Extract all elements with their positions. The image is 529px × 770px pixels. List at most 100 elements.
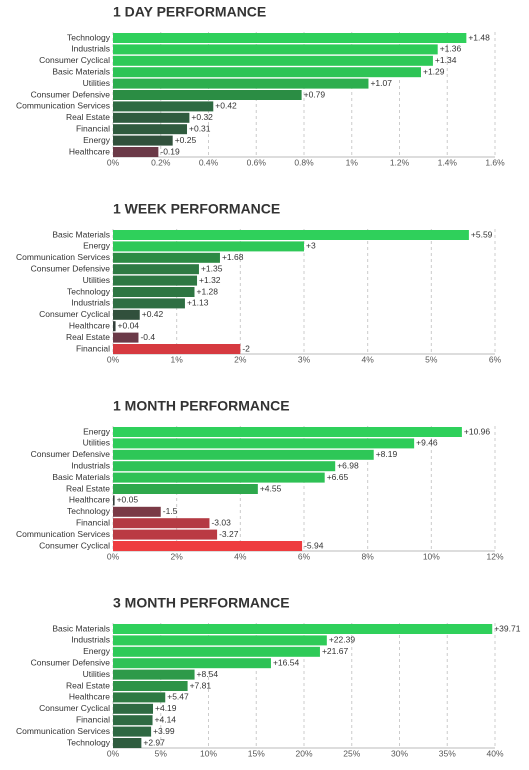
bar [113, 67, 421, 78]
value-label: +1.68 [222, 252, 244, 262]
bar [113, 506, 161, 517]
bar [113, 669, 195, 680]
bar [113, 298, 185, 309]
category-label: Healthcare [69, 692, 110, 702]
x-tick-label: 1% [346, 157, 359, 167]
category-label: Consumer Defensive [31, 449, 111, 459]
x-tick-label: 15% [248, 748, 265, 758]
category-label: Utilities [83, 669, 110, 679]
category-label: Technology [67, 506, 111, 516]
category-label: Real Estate [66, 680, 110, 690]
bar [113, 147, 159, 157]
bar [113, 529, 218, 540]
bar [113, 90, 302, 100]
category-label: Real Estate [66, 112, 110, 122]
x-tick-label: 40% [486, 748, 503, 758]
category-label: Healthcare [69, 320, 110, 330]
category-label: Basic Materials [52, 472, 110, 482]
x-tick-label: 2% [234, 354, 247, 364]
value-label: +4.55 [260, 483, 282, 493]
category-label: Healthcare [69, 146, 110, 156]
value-label: -5.94 [304, 540, 324, 550]
category-label: Communication Services [16, 529, 110, 539]
x-tick-label: 8% [362, 551, 375, 561]
value-label: -0.19 [160, 146, 180, 156]
category-label: Industrials [71, 298, 110, 308]
x-tick-label: 25% [343, 748, 360, 758]
category-label: Communication Services [16, 101, 110, 111]
value-label: -1.5 [163, 506, 178, 516]
bar [113, 135, 173, 146]
category-label: Energy [83, 426, 111, 436]
value-label: -3.27 [219, 529, 239, 539]
value-label: +0.32 [191, 112, 213, 122]
x-tick-label: 10% [423, 551, 440, 561]
bar [113, 461, 336, 472]
bar [113, 124, 188, 135]
value-label: +8.54 [197, 669, 219, 679]
value-label: +0.04 [118, 320, 140, 330]
bar [113, 438, 415, 449]
x-tick-label: 2% [171, 551, 184, 561]
category-label: Technology [67, 737, 111, 747]
chart-title: 1 DAY PERFORMANCE [113, 4, 266, 20]
value-label: +1.48 [468, 32, 490, 42]
bar [113, 495, 115, 506]
value-label: +9.46 [416, 438, 438, 448]
bar [113, 624, 493, 634]
x-tick-label: 4% [234, 551, 247, 561]
value-label: +1.07 [370, 78, 392, 88]
value-label: +5.47 [167, 692, 189, 702]
bar [113, 112, 190, 123]
bar [113, 449, 374, 460]
bar [113, 33, 467, 43]
x-tick-label: 6% [489, 354, 502, 364]
value-label: +6.98 [337, 460, 359, 470]
category-label: Utilities [83, 78, 110, 88]
x-tick-label: 4% [362, 354, 375, 364]
value-label: +8.19 [376, 449, 398, 459]
x-tick-label: 0% [107, 551, 120, 561]
category-label: Industrials [71, 635, 110, 645]
x-tick-label: 20% [295, 748, 312, 758]
bar [113, 681, 188, 691]
x-tick-label: 1.6% [485, 157, 505, 167]
category-label: Consumer Cyclical [39, 55, 110, 65]
bar [113, 692, 166, 703]
bar [113, 230, 469, 240]
category-label: Technology [67, 32, 111, 42]
bar [113, 252, 220, 263]
category-label: Consumer Defensive [31, 263, 111, 273]
category-label: Consumer Cyclical [39, 309, 110, 319]
bar [113, 635, 327, 646]
x-tick-label: 0% [107, 354, 120, 364]
category-label: Financial [76, 343, 110, 353]
value-label: +10.96 [464, 426, 491, 436]
category-label: Energy [83, 241, 111, 251]
bar [113, 55, 433, 66]
category-label: Consumer Defensive [31, 657, 111, 667]
value-label: +21.67 [322, 646, 349, 656]
value-label: -3.03 [211, 517, 231, 527]
bar [113, 101, 214, 112]
x-tick-label: 10% [200, 748, 217, 758]
x-tick-label: 1.2% [390, 157, 410, 167]
value-label: +1.36 [440, 44, 462, 54]
bar [113, 321, 116, 332]
bar [113, 309, 140, 320]
x-tick-label: 6% [298, 551, 311, 561]
bar [113, 541, 303, 551]
value-label: +16.54 [273, 657, 300, 667]
x-tick-label: 1.4% [438, 157, 458, 167]
bar [113, 715, 153, 726]
category-label: Healthcare [69, 495, 110, 505]
bar [113, 726, 152, 737]
bar [113, 287, 195, 297]
category-label: Utilities [83, 275, 110, 285]
value-label: +0.25 [175, 135, 197, 145]
category-label: Basic Materials [52, 229, 110, 239]
chart-title: 1 WEEK PERFORMANCE [113, 201, 280, 217]
bar [113, 427, 462, 437]
bar [113, 646, 320, 657]
value-label: +0.31 [189, 123, 211, 133]
